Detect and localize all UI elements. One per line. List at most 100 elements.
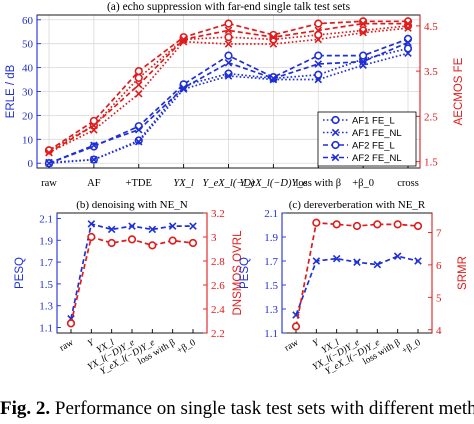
x-tick-label: Y_eX_l(−D)Y_e — [240, 178, 308, 189]
data-point — [359, 28, 367, 37]
y2-tick-label: 1.5 — [424, 157, 438, 169]
y2-tick-label: 2.6 — [211, 280, 225, 292]
data-point — [224, 40, 233, 48]
figure-canvas: (a) echo suppression with far-end single… — [5, 1, 469, 377]
x-tick-label: +β_0 — [175, 338, 197, 357]
x-tick-label: +β_0 — [400, 338, 422, 357]
series-line — [295, 255, 419, 316]
series-line — [295, 221, 419, 327]
y-axis-label: ERLE / dB — [5, 64, 17, 118]
y-tick-label: 1.5 — [264, 280, 278, 292]
data-point — [314, 30, 323, 40]
data-point — [168, 236, 177, 245]
data-point — [224, 26, 233, 35]
data-point — [224, 33, 233, 42]
data-point — [134, 67, 143, 76]
series-left-0 — [292, 252, 422, 319]
x-tick-label: Y — [86, 337, 97, 349]
y2-axis-label: DNSMOS OVRL — [232, 230, 244, 316]
data-point — [314, 51, 323, 60]
data-point — [188, 238, 198, 248]
y2-tick-label: 7 — [436, 227, 442, 239]
y2-tick-label: 3 — [211, 232, 217, 244]
plot-frame — [56, 212, 208, 334]
data-point — [168, 222, 177, 230]
legend-marker — [331, 140, 340, 150]
data-point — [89, 116, 98, 126]
data-point — [189, 222, 197, 230]
data-point — [179, 35, 188, 44]
data-point — [224, 59, 233, 67]
data-point — [373, 220, 382, 229]
y2-tick-label: 2.5 — [424, 111, 438, 123]
figure-caption: Fig. 2. Performance on single task test … — [0, 398, 474, 424]
y2-tick-label: 2.8 — [211, 256, 225, 268]
y2-tick-label: 2.4 — [211, 304, 225, 316]
data-point — [373, 260, 382, 269]
chart-title: (a) echo suppression with far-end single… — [107, 1, 351, 13]
data-point — [87, 220, 96, 228]
data-point — [314, 75, 323, 84]
legend-label: AF1 FE_NL — [352, 128, 402, 139]
series-right-1 — [66, 232, 198, 328]
data-point — [403, 44, 413, 53]
legend-label: AF2 FE_L — [352, 141, 395, 152]
data-point — [148, 241, 157, 250]
data-point — [179, 84, 188, 92]
y-tick-label: 1.5 — [39, 279, 53, 291]
y-tick-label: 1.1 — [39, 323, 53, 335]
data-point — [312, 218, 321, 227]
y-tick-label: 30 — [22, 87, 34, 99]
data-point — [393, 252, 402, 260]
y2-tick-label: 2.2 — [211, 328, 225, 340]
x-tick-label: Y_eX_l(−D) — [203, 178, 255, 189]
data-point — [332, 254, 341, 263]
data-point — [404, 38, 412, 47]
series-right-1 — [291, 218, 423, 331]
data-point — [404, 49, 412, 58]
data-point — [359, 57, 367, 66]
data-point — [148, 225, 157, 234]
data-point — [352, 221, 362, 231]
caption-text: Performance on single task test sets wit… — [54, 398, 474, 419]
data-point — [128, 222, 136, 230]
data-point — [134, 125, 143, 134]
data-point — [269, 40, 278, 48]
data-point — [359, 19, 367, 28]
data-point — [66, 319, 76, 328]
y2-tick-label: 3.2 — [211, 208, 225, 220]
y-tick-label: 1.7 — [264, 256, 278, 268]
x-tick-label: raw — [283, 338, 300, 354]
y2-axis-label: AECMOS FE — [453, 57, 465, 125]
data-point — [45, 148, 53, 157]
data-point — [107, 238, 116, 248]
legend-label: AF2 FE_NL — [352, 153, 402, 164]
data-point — [45, 159, 53, 167]
x-tick-label: Y — [311, 337, 322, 349]
series-line — [48, 22, 408, 154]
chart-title: (b) denoising with NE_N — [76, 199, 188, 211]
y-tick-label: 0 — [28, 158, 34, 170]
y-tick-label: 50 — [22, 39, 34, 51]
y-tick-label: 1.3 — [264, 304, 278, 316]
y-tick-label: 2.1 — [264, 208, 278, 220]
y-tick-label: 2.1 — [39, 213, 53, 225]
series-line — [70, 235, 194, 324]
x-tick-label: cross — [397, 178, 419, 189]
data-point — [134, 73, 143, 83]
y-tick-label: 1.1 — [264, 328, 278, 340]
data-point — [332, 220, 341, 229]
data-point — [291, 322, 301, 331]
y-tick-label: 10 — [22, 134, 34, 146]
data-point — [359, 51, 368, 60]
data-point — [314, 19, 323, 28]
legend-marker — [331, 128, 340, 137]
data-point — [224, 51, 233, 60]
data-point — [90, 141, 98, 150]
y-tick-label: 1.3 — [39, 301, 53, 313]
legend-marker — [331, 153, 340, 162]
caption-label: Fig. 2. — [0, 398, 51, 419]
data-point — [314, 26, 323, 35]
data-point — [314, 60, 323, 68]
